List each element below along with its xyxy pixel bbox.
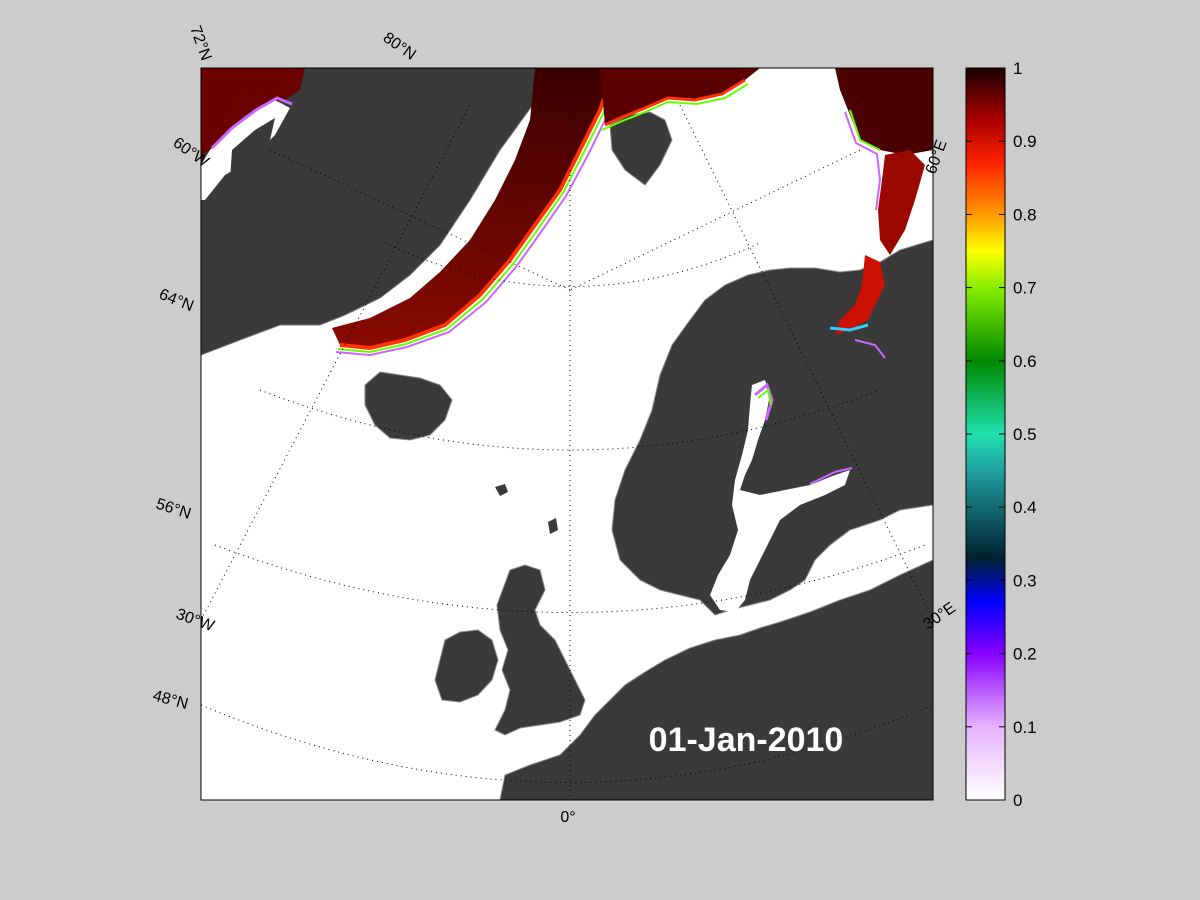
shetland xyxy=(548,518,558,534)
ireland-land xyxy=(434,629,499,703)
colorbar-tick-label: 0.5 xyxy=(1013,425,1037,444)
colorbar-tick-label: 0.8 xyxy=(1013,205,1037,224)
label-72n: 72°N xyxy=(186,24,214,63)
svalbard-ice xyxy=(600,68,760,125)
europe-land xyxy=(611,239,933,616)
colorbar-tick-label: 1 xyxy=(1013,59,1022,78)
colorbar-gradient xyxy=(965,67,1006,801)
colorbar-tick-label: 0.9 xyxy=(1013,132,1037,151)
faroe-islands xyxy=(495,484,508,496)
colorbar-tick-label: 0.3 xyxy=(1013,571,1037,590)
label-64n: 64°N xyxy=(157,286,197,315)
kola-ice xyxy=(878,150,925,255)
barents-ice xyxy=(835,68,933,155)
colorbar: 0 0.1 0.2 0.3 0.4 0.5 0.6 0.7 0.8 0.9 1 xyxy=(965,59,1037,810)
label-48n: 48°N xyxy=(151,687,190,713)
colorbar-tick-label: 0.1 xyxy=(1013,718,1037,737)
iceland-land xyxy=(364,371,453,441)
graticule xyxy=(201,100,933,800)
greenland-ice-band xyxy=(332,68,615,348)
colorbar-tick-label: 0.6 xyxy=(1013,352,1037,371)
colorbar-tick-label: 0.2 xyxy=(1013,645,1037,664)
colorbar-tick-label: 0.7 xyxy=(1013,279,1037,298)
map-panel: 01-Jan-2010 xyxy=(201,68,933,800)
label-0: 0° xyxy=(560,809,575,826)
continental-europe-land xyxy=(499,559,933,800)
baltic-sea xyxy=(710,380,850,612)
greenland-ice-edge xyxy=(339,68,617,351)
white-sea-ice xyxy=(835,255,885,335)
colorbar-tick-label: 0.4 xyxy=(1013,498,1037,517)
great-britain-land xyxy=(494,564,586,736)
baffin-ice xyxy=(201,68,305,155)
date-label: 01-Jan-2010 xyxy=(649,721,844,759)
colorbar-ticks: 0 0.1 0.2 0.3 0.4 0.5 0.6 0.7 0.8 0.9 1 xyxy=(966,59,1037,810)
label-56n: 56°N xyxy=(154,496,193,523)
colorbar-tick-label: 0 xyxy=(1013,791,1022,810)
label-80n: 80°N xyxy=(380,29,419,63)
